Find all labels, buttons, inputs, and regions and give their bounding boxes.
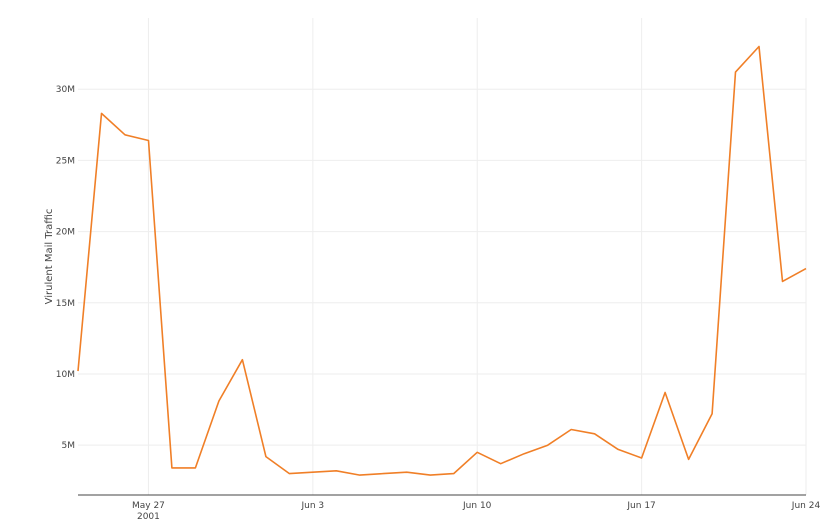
y-tick-label: 5M [62,441,76,451]
x-tick-label: Jun 3 [301,501,325,511]
y-axis-ticks: 5M 10M 15M 20M 25M 30M [56,85,75,451]
x-tick-sublabel: 2001 [137,512,160,522]
x-tick-label: May 27 [132,501,165,511]
grid-lines [78,18,807,495]
y-tick-label: 30M [56,85,75,95]
x-tick-label: Jun 24 [791,501,821,511]
y-tick-label: 10M [56,370,75,380]
x-tick-label: Jun 10 [462,501,492,511]
y-axis-title: Virulent Mail Traffic [44,209,55,305]
y-tick-label: 20M [56,228,75,238]
x-tick-label: Jun 17 [626,501,655,511]
y-tick-label: 25M [56,156,75,166]
y-tick-label: 15M [56,299,75,309]
series-line [77,45,807,476]
